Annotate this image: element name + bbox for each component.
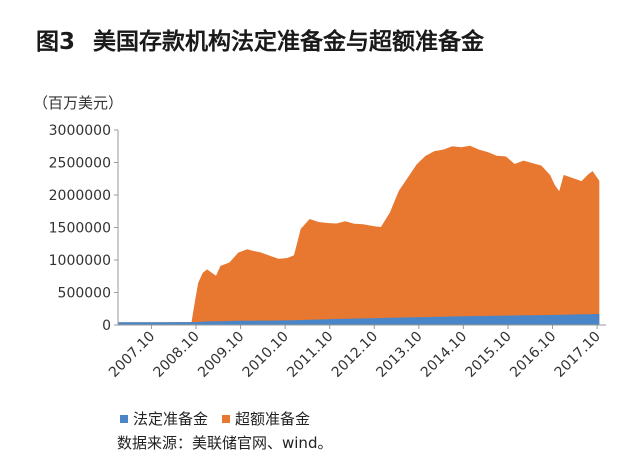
required-reserves-area [118,313,600,325]
figure-label: 图3 [36,29,76,55]
x-tick-label: 2014.10 [418,329,470,381]
x-tick-label: 2013.10 [373,329,425,381]
x-tick-label: 2012.10 [329,329,381,381]
x-tick-label: 2011.10 [284,329,336,381]
y-tick-label: 1000000 [49,253,111,269]
legend-item-required: 法定准备金 [120,408,208,429]
source-note: 数据来源：美联储官网、wind。 [117,434,333,452]
y-axis-unit-label: （百万美元） [33,94,124,112]
legend-label-excess: 超额准备金 [235,410,311,428]
series-area-required [118,313,600,325]
y-tick-label: 500000 [58,286,111,302]
y-tick-label: 2500000 [49,156,111,172]
y-tick-label: 1500000 [49,221,111,237]
x-tick-label: 2008.10 [151,329,203,381]
x-axis-ticks: 2007.102008.102009.102010.102011.102012.… [106,325,604,381]
series-area-excess [118,145,600,325]
chart-title: 图3 美国存款机构法定准备金与超额准备金 [36,22,484,56]
legend-swatch-excess [222,414,231,423]
x-tick-label: 2017.10 [552,329,604,381]
chart-legend: 法定准备金 超额准备金 [120,408,324,429]
y-tick-label: 2000000 [49,188,111,204]
x-tick-label: 2007.10 [106,329,158,381]
y-tick-label: 0 [102,318,111,334]
excess-reserves-area [118,145,600,325]
x-tick-label: 2015.10 [463,329,515,381]
legend-item-excess: 超额准备金 [222,408,310,429]
y-tick-label: 3000000 [49,123,111,139]
legend-swatch-required [120,414,128,423]
x-tick-label: 2009.10 [195,329,247,381]
x-tick-label: 2010.10 [240,329,292,381]
y-axis-ticks: 0 500000 1000000 1500000 2000000 2500000 30000… [49,123,118,334]
figure-title: 美国存款机构法定准备金与超额准备金 [93,29,485,55]
legend-label-required: 法定准备金 [133,410,209,428]
x-tick-label: 2016.10 [507,329,559,381]
